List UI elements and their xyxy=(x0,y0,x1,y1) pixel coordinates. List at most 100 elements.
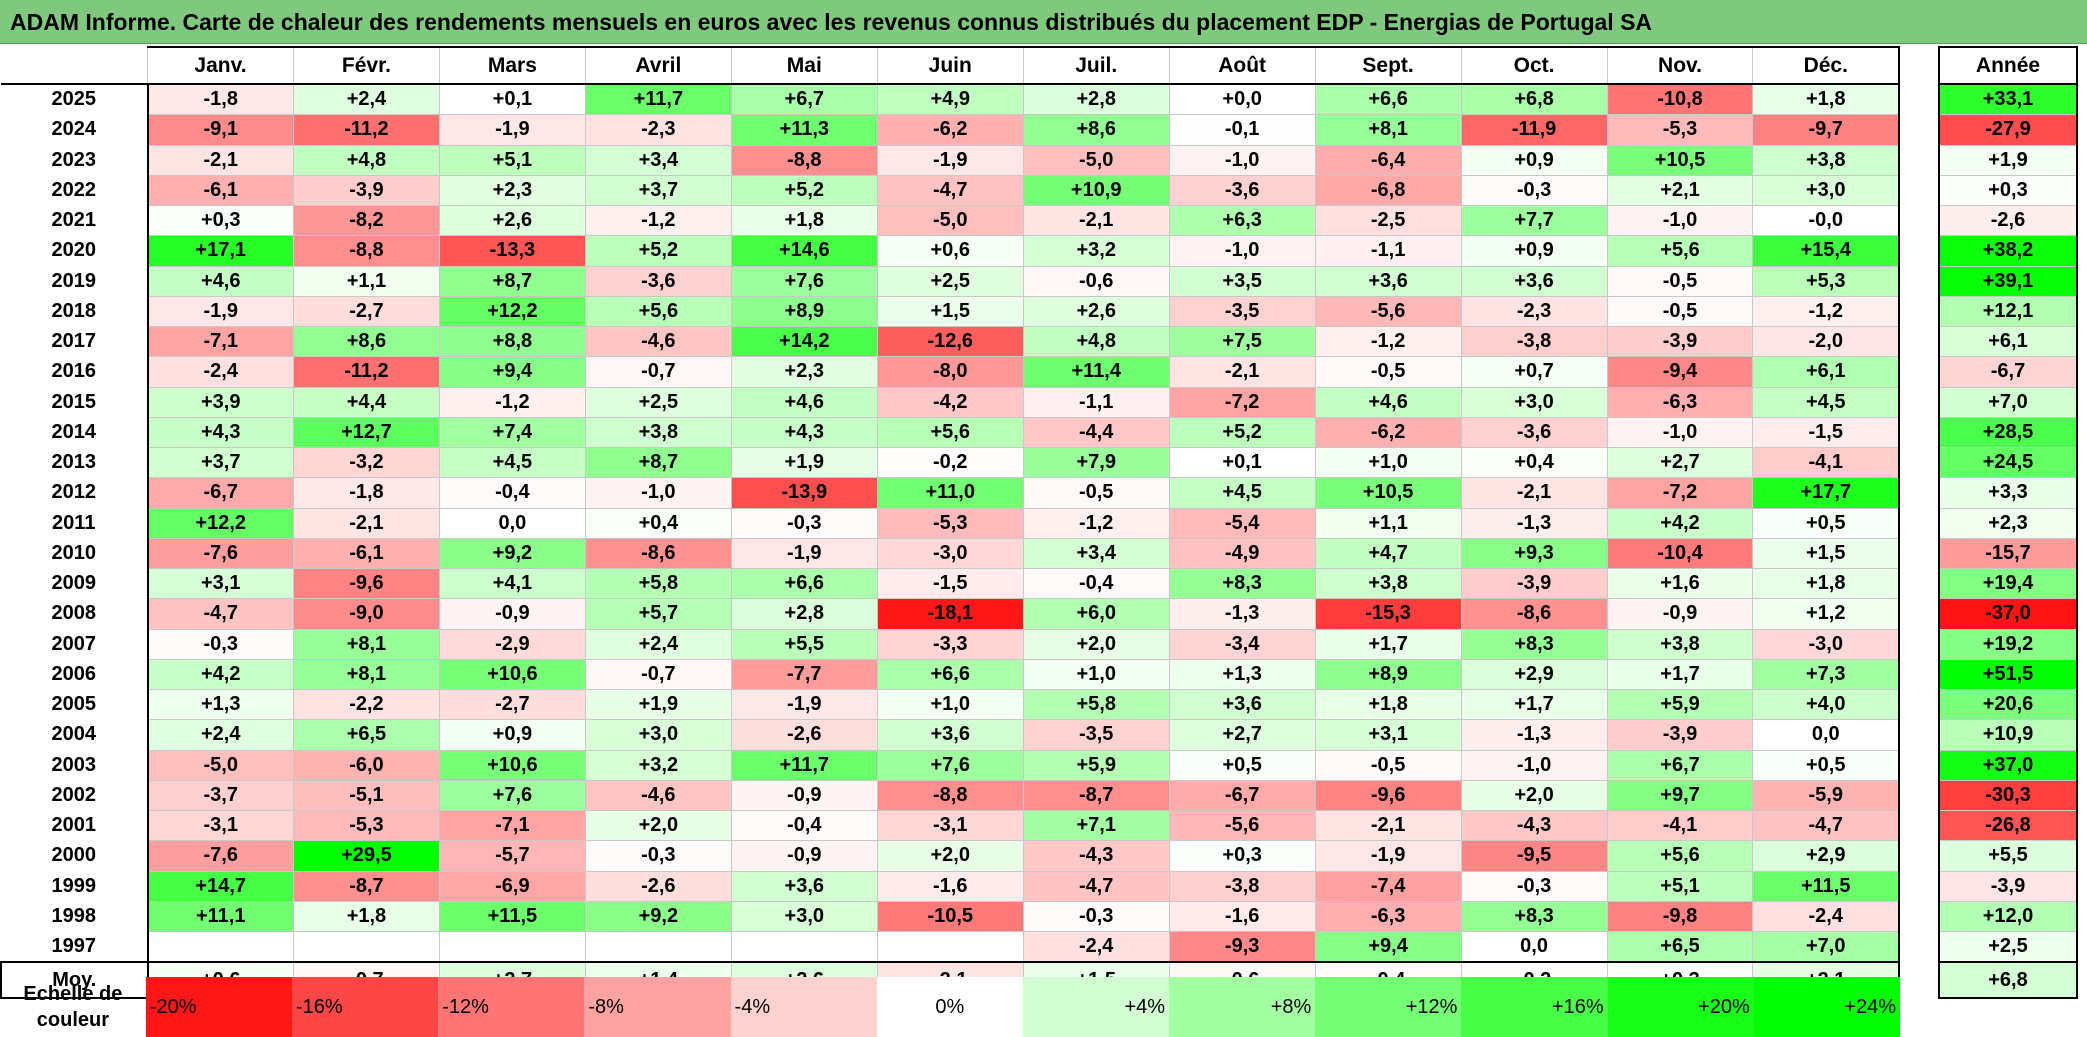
year-row: -26,8 xyxy=(1938,809,2078,842)
heatmap-cell: +1,0 xyxy=(1022,658,1170,691)
heatmap-cell: -1,2 xyxy=(1314,325,1462,358)
scale-swatch: +24% xyxy=(1753,977,1901,1037)
heatmap-cell: +17,1 xyxy=(147,235,294,267)
year-label: 2010 xyxy=(1,537,149,570)
heatmap-cell: +0,3 xyxy=(1168,840,1316,872)
heatmap-cell: -3,4 xyxy=(1168,628,1316,660)
heatmap-cell: -1,9 xyxy=(730,688,878,721)
heatmap-cell: +7,7 xyxy=(1460,204,1608,237)
heatmap-cell: +1,3 xyxy=(147,688,294,721)
heatmap-cell: -4,3 xyxy=(1022,840,1170,872)
heatmap-cell: +1,7 xyxy=(1314,628,1462,660)
heatmap-cell: -4,7 xyxy=(147,598,294,630)
heatmap-cell: -9,7 xyxy=(1752,114,1901,146)
scale-swatch: +12% xyxy=(1315,977,1462,1037)
heatmap-cell: +2,8 xyxy=(730,598,878,630)
heatmap-cell: -0,4 xyxy=(730,809,878,842)
heatmap-cell: -1,9 xyxy=(730,537,878,570)
year-row: +12,1 xyxy=(1938,295,2078,328)
heatmap-cell: +3,0 xyxy=(1460,386,1608,418)
heatmap-cell: +3,6 xyxy=(1168,688,1316,721)
heatmap-cell: +8,3 xyxy=(1168,567,1316,600)
heatmap-cell: -4,2 xyxy=(876,386,1024,418)
heatmap-cell: +4,6 xyxy=(730,386,878,418)
annual-return-cell: +7,0 xyxy=(1938,386,2078,418)
heatmap-cell: -6,1 xyxy=(292,537,440,570)
scale-swatch: -4% xyxy=(730,977,877,1037)
heatmap-cell: +1,8 xyxy=(292,900,440,933)
heatmap-cell: -0,3 xyxy=(147,628,294,660)
table-row: 2020 +17,1 -8,8 -13,3 +5,2 +14,6 +0,6 +3,2 -1,0-… xyxy=(1,235,1901,267)
heatmap-cell: -1,2 xyxy=(438,386,586,418)
year-row: +28,5 xyxy=(1938,416,2078,449)
year-label: 2000 xyxy=(1,840,149,872)
heatmap-cell: +5,8 xyxy=(584,567,732,600)
heatmap-cell: +1,7 xyxy=(1460,688,1608,721)
scale-swatch: +4% xyxy=(1022,977,1170,1037)
heatmap-cell: -1,1 xyxy=(1314,235,1462,267)
scale-swatch: +8% xyxy=(1169,977,1316,1037)
annual-return-cell: +10,9 xyxy=(1938,719,2078,751)
scale-swatch: -16% xyxy=(291,977,439,1037)
year-row: +20,6 xyxy=(1938,688,2078,721)
heatmap-cell: -1,9 xyxy=(147,295,294,328)
heatmap-cell: +0,5 xyxy=(1752,749,1901,781)
table-row: 2004 +2,4 +6,5 +0,9 +3,0 -2,6 +3,6 -3,5 +2,7 +3,1… xyxy=(1,719,1901,751)
table-row: 2017 -7,1 +8,6 +8,8 -4,6 +14,2 -12,6 +4,8 +7,5 -1… xyxy=(1,325,1901,358)
annual-return-cell: +38,2 xyxy=(1938,235,2078,267)
heatmap-cell: 0,0 xyxy=(438,507,586,539)
heatmap-cell: -1,3 xyxy=(1460,719,1608,751)
heatmap-cell: -6,2 xyxy=(876,114,1024,146)
table-row: 2007 -0,3 +8,1 -2,9 +2,4 +5,5 -3,3 +2,0 -3,4 +1,7… xyxy=(1,628,1901,660)
heatmap-cell: -2,4 xyxy=(1752,900,1901,933)
year-row: +12,0 xyxy=(1938,900,2078,933)
heatmap-cell: -3,6 xyxy=(584,265,732,297)
heatmap-cell: +3,4 xyxy=(1022,537,1170,570)
heatmap-cell: +1,2 xyxy=(1752,598,1901,630)
heatmap-cell: -3,9 xyxy=(1460,567,1608,600)
heatmap-cell: -0,5 xyxy=(1022,477,1170,509)
table-row: 2009 +3,1 -9,6 +4,1 +5,8 +6,6 -1,5 -0,4 +8,3 +3,8… xyxy=(1,567,1901,600)
heatmap-cell: +8,1 xyxy=(292,658,440,691)
heatmap-cell: -4,7 xyxy=(1752,809,1901,842)
heatmap-cell: +12,2 xyxy=(438,295,586,328)
heatmap-cell: -9,5 xyxy=(1460,840,1608,872)
heatmap-cell: -9,8 xyxy=(1606,900,1754,933)
monthly-returns-heatmap: Janv. Févr. Mars Avril Mai Juin Juil. Août Sept.… xyxy=(0,46,1901,1000)
heatmap-cell: +8,1 xyxy=(292,628,440,660)
heatmap-cell: +1,9 xyxy=(730,446,878,479)
heatmap-cell: -5,3 xyxy=(876,507,1024,539)
heatmap-cell: -3,5 xyxy=(1168,295,1316,328)
heatmap-cell: +5,1 xyxy=(1606,870,1754,902)
heatmap-cell: +4,1 xyxy=(438,567,586,600)
heatmap-cell: -6,3 xyxy=(1606,386,1754,418)
heatmap-cell: +6,5 xyxy=(1606,931,1754,963)
table-row: 2002 -3,7 -5,1 +7,6 -4,6 -0,9 -8,8 -8,7 -6,7 -9,6… xyxy=(1,779,1901,812)
heatmap-cell: -7,1 xyxy=(438,809,586,842)
heatmap-cell: -3,0 xyxy=(1752,628,1901,660)
year-row: -27,9 xyxy=(1938,114,2078,146)
heatmap-cell: +1,0 xyxy=(1314,446,1462,479)
annual-return-cell: +33,1 xyxy=(1938,83,2078,116)
heatmap-cell: +11,7 xyxy=(730,749,878,781)
year-label: 2022 xyxy=(1,174,149,207)
heatmap-cell: +4,0 xyxy=(1752,688,1901,721)
heatmap-cell: +2,0 xyxy=(584,809,732,842)
heatmap-cell: +0,5 xyxy=(1752,507,1901,539)
annual-return-cell: +19,2 xyxy=(1938,628,2078,660)
scale-swatch: -20% xyxy=(145,977,292,1037)
heatmap-cell: +0,6 xyxy=(876,235,1024,267)
heatmap-cell: +2,6 xyxy=(438,204,586,237)
heatmap-cell: -1,8 xyxy=(147,83,294,116)
year-label: 2021 xyxy=(1,204,149,237)
heatmap-cell: +3,6 xyxy=(1460,265,1608,297)
column-header: Août xyxy=(1168,46,1316,85)
year-row: +24,5 xyxy=(1938,446,2078,479)
heatmap-cell: +7,9 xyxy=(1022,446,1170,479)
heatmap-cell: +3,0 xyxy=(584,719,732,751)
annual-return-cell: +2,3 xyxy=(1938,507,2078,539)
table-row: 2016 -2,4 -11,2 +9,4 -0,7 +2,3 -8,0 +11,4 -2,1 -0… xyxy=(1,356,1901,388)
heatmap-cell: -1,1 xyxy=(1022,386,1170,418)
heatmap-cell: +6,3 xyxy=(1168,204,1316,237)
year-row: +6,1 xyxy=(1938,325,2078,358)
